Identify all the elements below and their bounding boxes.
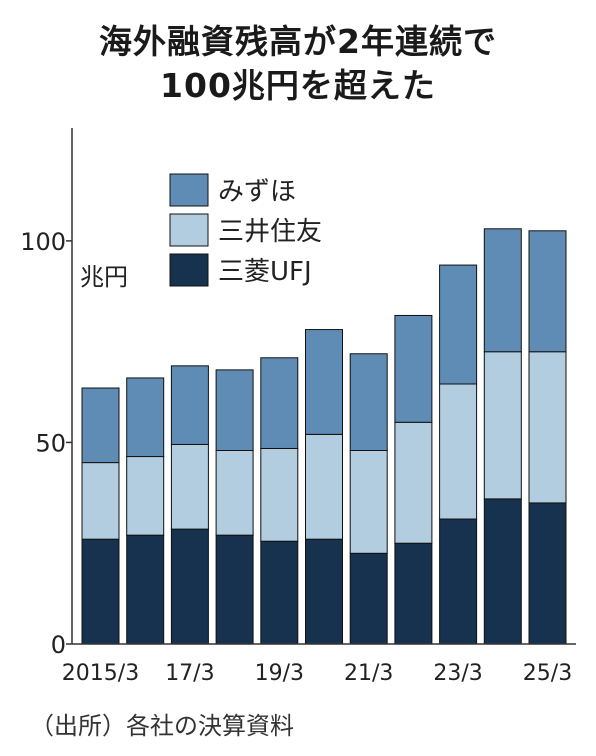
bar-segment [126,534,165,645]
bar-segment [260,357,299,449]
legend-label: みずほ [218,177,296,207]
bar-segment [305,433,343,540]
bar-segment [349,552,388,645]
y-tick-label: 100 [20,228,66,256]
bar-segment [170,528,209,645]
x-tick-label: 23/3 [433,661,482,686]
bar-segment [483,498,522,645]
bar-segment [305,329,343,435]
bar-segment [170,443,209,530]
x-tick-label: 21/3 [344,661,393,686]
bar-segment [439,383,478,520]
legend-label: 三井住友 [218,217,322,247]
bar-segment [394,542,433,645]
legend-swatch [169,213,209,247]
legend-label: 三菱UFJ [218,257,312,287]
bar-segment [394,421,433,544]
y-tick-label: 0 [51,631,66,659]
bar-segment [528,230,567,353]
bar-segment [215,534,254,645]
bar-segment [305,538,343,645]
bar-segment [215,450,254,536]
bar-segment [528,502,567,645]
bar-segment [126,377,165,458]
bar-segment [170,365,209,445]
bar-segment [483,351,522,500]
x-tick-label: 25/3 [523,661,572,686]
y-unit-label: 兆円 [80,263,128,291]
bar-segment [439,264,478,385]
bar-segment [81,387,120,464]
chart-title-line-1: 海外融資残高が2年連続で [99,22,497,61]
bar-segment [349,450,388,554]
x-tick-label: 17/3 [165,661,214,686]
bar-segment [215,369,254,451]
y-tick-label: 50 [35,429,66,457]
bar-segment [439,518,478,645]
bar-segment [528,351,567,504]
x-tick-label: 2015/3 [62,661,139,686]
bar-segment [260,540,299,645]
legend-swatch [169,253,209,287]
bar-segment [126,456,165,536]
bar-segment [81,538,120,645]
x-tick-label: 19/3 [255,661,304,686]
bar-segment [260,447,299,542]
bar-segment [81,462,120,540]
source-note: （出所）各社の決算資料 [30,712,294,740]
legend-swatch [169,173,209,207]
bar-segment [483,228,522,353]
bar-segment [394,314,433,423]
chart-title-line-2: 100兆円を超えた [160,66,436,105]
bar-segment [349,353,388,451]
